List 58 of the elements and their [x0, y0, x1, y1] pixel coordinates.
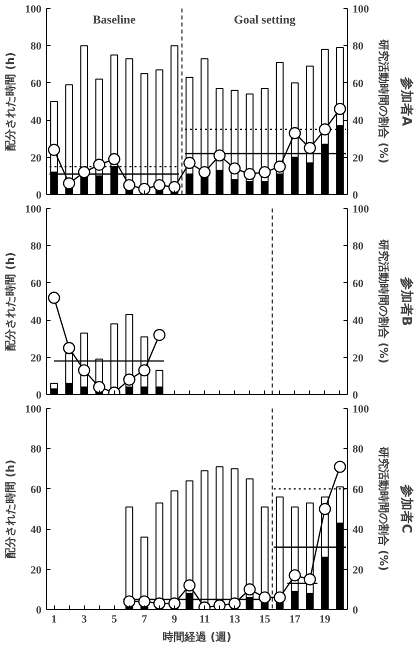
- x-tick-label: 3: [81, 614, 88, 626]
- y-tick-label: 20: [30, 152, 42, 164]
- y-tick-label: 100: [25, 204, 42, 216]
- y-tick-label: 80: [30, 40, 42, 53]
- y-tick-label: 0: [36, 390, 42, 402]
- y2-tick-label: 40: [352, 115, 364, 128]
- y-axis-title: 配分された時間 (h): [4, 252, 17, 351]
- y-tick-label: 60: [30, 484, 42, 496]
- y-tick-label: 40: [30, 524, 42, 536]
- x-tick-label: 7: [142, 614, 148, 626]
- y2-axis-title: 研究活動時間の割合 (%): [377, 446, 390, 571]
- y2-tick-label: 40: [352, 315, 364, 328]
- x-tick-label: 19: [319, 614, 331, 626]
- y-tick-label: 20: [30, 564, 42, 576]
- y-tick-label: 60: [30, 278, 42, 290]
- x-tick-label: 9: [172, 614, 178, 626]
- y-tick-label: 20: [30, 352, 42, 364]
- x-tick-label: 11: [199, 614, 210, 626]
- y2-tick-label: 100: [352, 4, 370, 16]
- y-tick-label: 0: [36, 604, 42, 616]
- x-tick-label: 5: [111, 614, 118, 626]
- y-axis-title: 配分された時間 (h): [4, 460, 17, 558]
- y-tick-label: 40: [30, 115, 42, 128]
- y2-tick-label: 100: [352, 404, 370, 416]
- y-tick-label: 40: [30, 315, 42, 328]
- text: 参加者A: [398, 76, 414, 126]
- y-tick-label: 80: [30, 444, 42, 456]
- y2-tick-label: 80: [352, 444, 364, 456]
- y2-tick-label: 60: [352, 278, 364, 290]
- y-tick-label: 100: [25, 404, 42, 416]
- y2-axis-title: 研究活動時間の割合 (%): [377, 238, 390, 364]
- y2-tick-label: 80: [352, 240, 364, 253]
- y-tick-label: 80: [30, 240, 42, 253]
- y-tick-label: 60: [30, 78, 42, 90]
- y2-tick-label: 60: [352, 78, 364, 90]
- x-tick-label: 17: [289, 614, 301, 626]
- y2-axis-title: 研究活動時間の割合 (%): [377, 38, 390, 164]
- y2-tick-label: 0: [352, 390, 358, 402]
- x-tick-label: 1: [51, 614, 57, 626]
- y-axis-title: 配分された時間 (h): [4, 52, 17, 151]
- y-tick-label: 0: [36, 190, 42, 202]
- text: 参加者C: [398, 484, 414, 534]
- y2-tick-label: 0: [352, 604, 358, 616]
- y2-tick-label: 40: [352, 524, 364, 536]
- annotation: Goal setting: [234, 12, 296, 26]
- y2-tick-label: 60: [352, 484, 364, 496]
- y-tick-label: 100: [25, 4, 42, 16]
- y2-tick-label: 20: [352, 564, 364, 576]
- y2-tick-label: 80: [352, 40, 364, 53]
- y2-tick-label: 0: [352, 190, 358, 202]
- y2-tick-label: 20: [352, 152, 364, 164]
- x-tick-label: 13: [229, 614, 241, 626]
- text: 参加者B: [398, 276, 414, 326]
- annotation: Baseline: [92, 12, 136, 26]
- x-tick-label: 15: [259, 614, 271, 626]
- y2-tick-label: 20: [352, 352, 364, 364]
- y2-tick-label: 100: [352, 204, 370, 216]
- x-axis-title: 時間経過 (週): [162, 630, 232, 644]
